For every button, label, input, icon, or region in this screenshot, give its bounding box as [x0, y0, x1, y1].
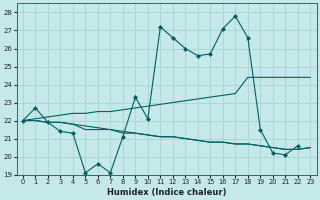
X-axis label: Humidex (Indice chaleur): Humidex (Indice chaleur) — [107, 188, 226, 197]
